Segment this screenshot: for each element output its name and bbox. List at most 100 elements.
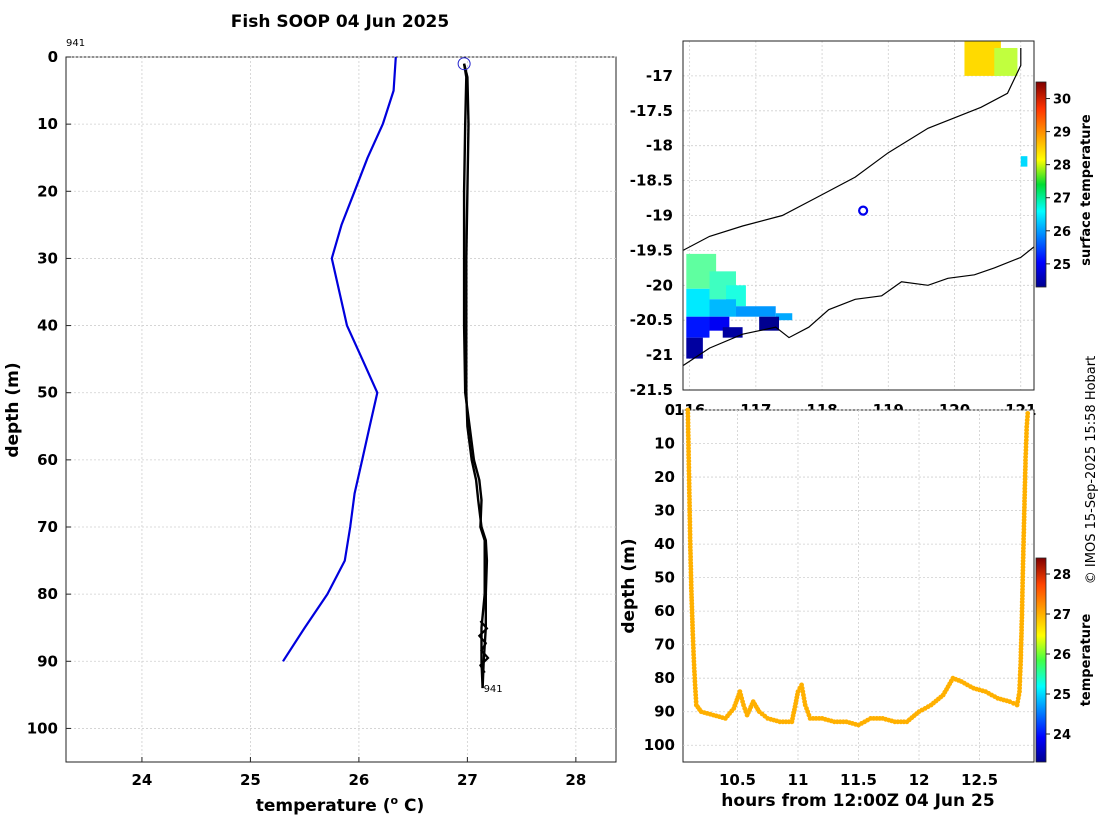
section-point (691, 645, 696, 651)
sst-colorbar-tick-label: 30 (1053, 93, 1071, 108)
sst-patch (1020, 156, 1028, 167)
sst-patch (722, 327, 743, 338)
xlabel-unit: C) (398, 796, 424, 816)
sst-patch (686, 316, 710, 338)
series-profile-down (462, 63, 489, 689)
map-y-tick-label: -21 (646, 346, 673, 364)
section-x-axis-label: hours from 12:00Z 04 Jun 25 (721, 791, 994, 811)
series-profile-up (462, 63, 486, 689)
sst-patch (686, 337, 703, 359)
section-y-tick-label: 30 (654, 502, 675, 520)
profile-y-tick-label: 90 (37, 652, 58, 670)
sst-colorbar-tick-label: 26 (1053, 225, 1071, 240)
section-y-tick-label: 100 (644, 736, 675, 754)
sst-colorbar-tick-label: 27 (1053, 192, 1071, 207)
section-point (1018, 662, 1023, 668)
profile-axes-frame (65, 56, 617, 763)
section-y-tick-label: 60 (654, 602, 675, 620)
map-sst-patches (686, 41, 1028, 359)
section-point (690, 638, 696, 644)
map-y-tick-label: -17.5 (630, 102, 673, 120)
chart-title: Fish SOOP 04 Jun 2025 (231, 12, 449, 32)
section-y-tick-label: 0 (665, 401, 675, 419)
section-colorbar-label: temperature (1079, 614, 1094, 707)
section-colorbar-tick-label: 24 (1053, 728, 1071, 743)
section-x-tick-label: 11 (788, 771, 809, 789)
section-point (691, 652, 696, 658)
profile-y-tick-label: 80 (37, 585, 58, 603)
profile-top-annotation: 941 (66, 38, 85, 49)
section-y-ticks: 0 10 20 30 40 50 60 70 80 90 100 (644, 401, 675, 754)
section-colorbar-ticks: 24 25 26 27 28 (1046, 568, 1071, 743)
profile-surface-marker (457, 57, 471, 71)
profile-y-tick-label: 30 (37, 249, 58, 267)
section-point (1011, 700, 1016, 706)
section-point (1023, 451, 1029, 456)
map-y-tick-label: -18.5 (630, 172, 673, 190)
sst-patch (686, 288, 710, 317)
section-point (1017, 669, 1023, 674)
sst-patch (735, 306, 776, 317)
section-point (691, 665, 697, 671)
section-y-tick-label: 40 (654, 535, 675, 553)
profile-y-tick-label: 10 (37, 115, 58, 133)
section-point (690, 632, 696, 637)
profile-x-tick-label: 28 (565, 771, 586, 789)
xlabel-base: temperature ( (256, 796, 391, 816)
section-grid (683, 409, 1034, 762)
profile-x-axis-label: temperature (o C) (256, 794, 425, 816)
section-point (1017, 689, 1022, 694)
profile-x-tick-label: 26 (348, 771, 369, 789)
profile-end-annotation: 941 (484, 684, 503, 695)
map-y-tick-label: -21.5 (630, 381, 673, 399)
section-y-tick-label: 50 (654, 569, 675, 587)
section-point (1007, 699, 1013, 705)
sst-patch (775, 313, 793, 321)
profile-y-tick-label: 100 (27, 719, 58, 737)
section-point (691, 659, 697, 664)
profile-bottom-jitter (477, 620, 490, 674)
profile-y-tick-label: 20 (37, 182, 58, 200)
section-point (692, 672, 697, 678)
profile-x-tick-label: 27 (457, 771, 478, 789)
map-y-tick-label: -17 (646, 67, 673, 85)
map-y-tick-label: -19 (646, 207, 673, 225)
sst-colorbar-tick-label: 25 (1053, 258, 1071, 273)
section-colorbar-tick-label: 27 (1053, 608, 1071, 623)
section-y-tick-label: 90 (654, 703, 675, 721)
profile-y-tick-label: 40 (37, 317, 58, 335)
section-point (692, 685, 698, 691)
section-colorbar-tick-label: 28 (1053, 568, 1071, 583)
profile-series (282, 56, 490, 689)
section-x-tick-label: 10.5 (719, 771, 756, 789)
section-colorbar-tick-label: 26 (1053, 648, 1071, 663)
credit-text: © IMOS 15-Sep-2025 15:58 Hobart (1084, 356, 1099, 584)
section-points (685, 407, 1031, 728)
section-point (1023, 437, 1029, 443)
profile-y-tick-label: 50 (37, 384, 58, 402)
map-y-tick-label: -20 (646, 276, 673, 294)
section-x-tick-label: 12 (909, 771, 930, 789)
profile-x-tick-label: 25 (240, 771, 261, 789)
map-axes-frame (682, 40, 1035, 391)
sst-colorbar (1035, 81, 1047, 288)
section-y-tick-label: 10 (654, 435, 675, 453)
position-marker (858, 205, 869, 216)
section-y-axis-label: depth (m) (619, 538, 639, 633)
section-point (693, 689, 698, 694)
section-point (1024, 431, 1029, 436)
profile-x-tick-label: 24 (131, 771, 152, 789)
profile-x-ticks: 24 25 26 27 28 (131, 771, 586, 789)
section-point (1023, 444, 1029, 450)
section-y-tick-label: 70 (654, 636, 675, 654)
profile-y-tick-label: 60 (37, 451, 58, 469)
map-y-tick-label: -19.5 (630, 241, 673, 259)
sst-colorbar-tick-label: 28 (1053, 159, 1071, 174)
map-plot: -17 -17.5 -18 -18.5 -19 -19.5 -20 -20.5 -21 -21.5… (630, 40, 1094, 419)
section-y-tick-label: 20 (654, 468, 675, 486)
sst-patch (709, 299, 736, 317)
xlabel-superscript: o (391, 794, 399, 807)
